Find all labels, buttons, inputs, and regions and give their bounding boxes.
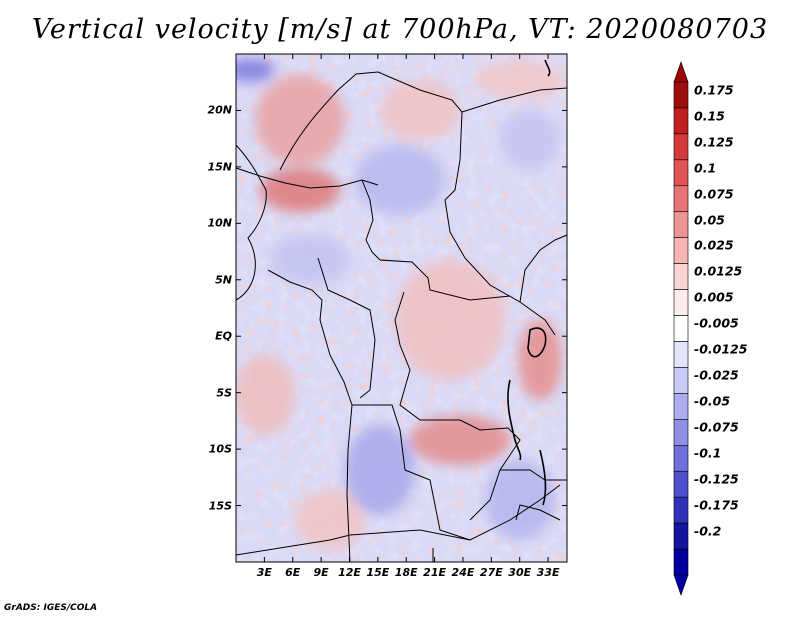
colorbar-min-triangle	[673, 574, 689, 596]
y-tick-label: 15S	[208, 499, 232, 513]
colorbar	[673, 61, 689, 596]
colorbar-segment	[673, 444, 689, 472]
colorbar-label: 0.0125	[694, 263, 743, 279]
y-tick-label: 15N	[207, 160, 232, 174]
y-ticks	[236, 109, 567, 507]
colorbar-segment	[673, 211, 689, 239]
colorbar-label: 0.075	[694, 186, 734, 202]
map-frame	[235, 53, 568, 563]
political-boundaries	[235, 71, 568, 563]
colorbar-segment	[673, 470, 689, 498]
colorbar-label: 0.125	[694, 134, 734, 150]
y-tick-label: 5S	[216, 386, 232, 400]
lakes	[507, 59, 551, 506]
x-tick-label: 27E	[479, 566, 503, 579]
colorbar-label: -0.125	[694, 471, 739, 487]
x-tick-label: 15E	[366, 566, 390, 579]
colorbar-segment	[673, 419, 689, 446]
colorbar-segment	[673, 81, 689, 109]
y-tick-label: 10S	[208, 442, 232, 456]
colorbar-segment	[673, 367, 689, 394]
colorbar-max-triangle	[673, 61, 689, 83]
colorbar-label: -0.075	[694, 419, 739, 435]
colorbar-segment	[673, 315, 689, 342]
colorbar-label: 0.175	[694, 82, 734, 98]
colorbar-segment	[673, 496, 689, 524]
colorbar-segment	[673, 159, 689, 187]
colorbar-segment	[673, 341, 689, 368]
credit-label: GrADS: IGES/COLA	[4, 603, 98, 613]
x-tick-label: 9E	[313, 566, 329, 579]
colorbar-label: -0.05	[694, 393, 731, 409]
colorbar-segment	[673, 289, 689, 316]
colorbar-label: -0.2	[694, 523, 722, 539]
colorbar-segment	[673, 548, 689, 576]
x-tick-label: 33E	[536, 566, 560, 579]
colorbar-segment	[673, 393, 689, 420]
x-tick-label: 3E	[256, 566, 272, 579]
colorbar-label: -0.005	[694, 315, 739, 331]
colorbar-segment	[673, 107, 689, 135]
chart-title: Vertical velocity [m/s] at 700hPa, VT: 2…	[31, 14, 769, 45]
x-tick-label: 6E	[285, 566, 301, 579]
field-shading	[236, 54, 567, 562]
colorbar-label: -0.025	[694, 367, 739, 383]
y-tick-label: 20N	[207, 103, 232, 117]
x-tick-label: 18E	[394, 566, 418, 579]
colorbar-label: 0.05	[694, 212, 725, 228]
x-tick-label: 24E	[451, 566, 475, 579]
colorbar-segment	[673, 263, 689, 290]
y-tick-label: EQ	[215, 329, 232, 343]
colorbar-label: 0.15	[694, 108, 725, 124]
colorbar-segment	[673, 185, 689, 213]
colorbar-segment	[673, 133, 689, 161]
x-tick-label: 12E	[338, 566, 361, 579]
y-tick-label: 10N	[207, 216, 232, 230]
colorbar-label: 0.025	[694, 237, 734, 253]
colorbar-label: 0.1	[694, 160, 717, 176]
x-tick-label: 21E	[423, 566, 447, 579]
colorbar-label: -0.0125	[694, 341, 748, 357]
colorbar-segment	[673, 237, 689, 264]
colorbar-label: -0.175	[694, 497, 739, 513]
y-tick-label: 5N	[215, 273, 232, 287]
colorbar-label: 0.005	[694, 289, 734, 305]
x-ticks	[263, 54, 549, 562]
colorbar-segment	[673, 522, 689, 550]
x-tick-label: 30E	[508, 566, 532, 579]
colorbar-label: -0.1	[694, 445, 722, 461]
